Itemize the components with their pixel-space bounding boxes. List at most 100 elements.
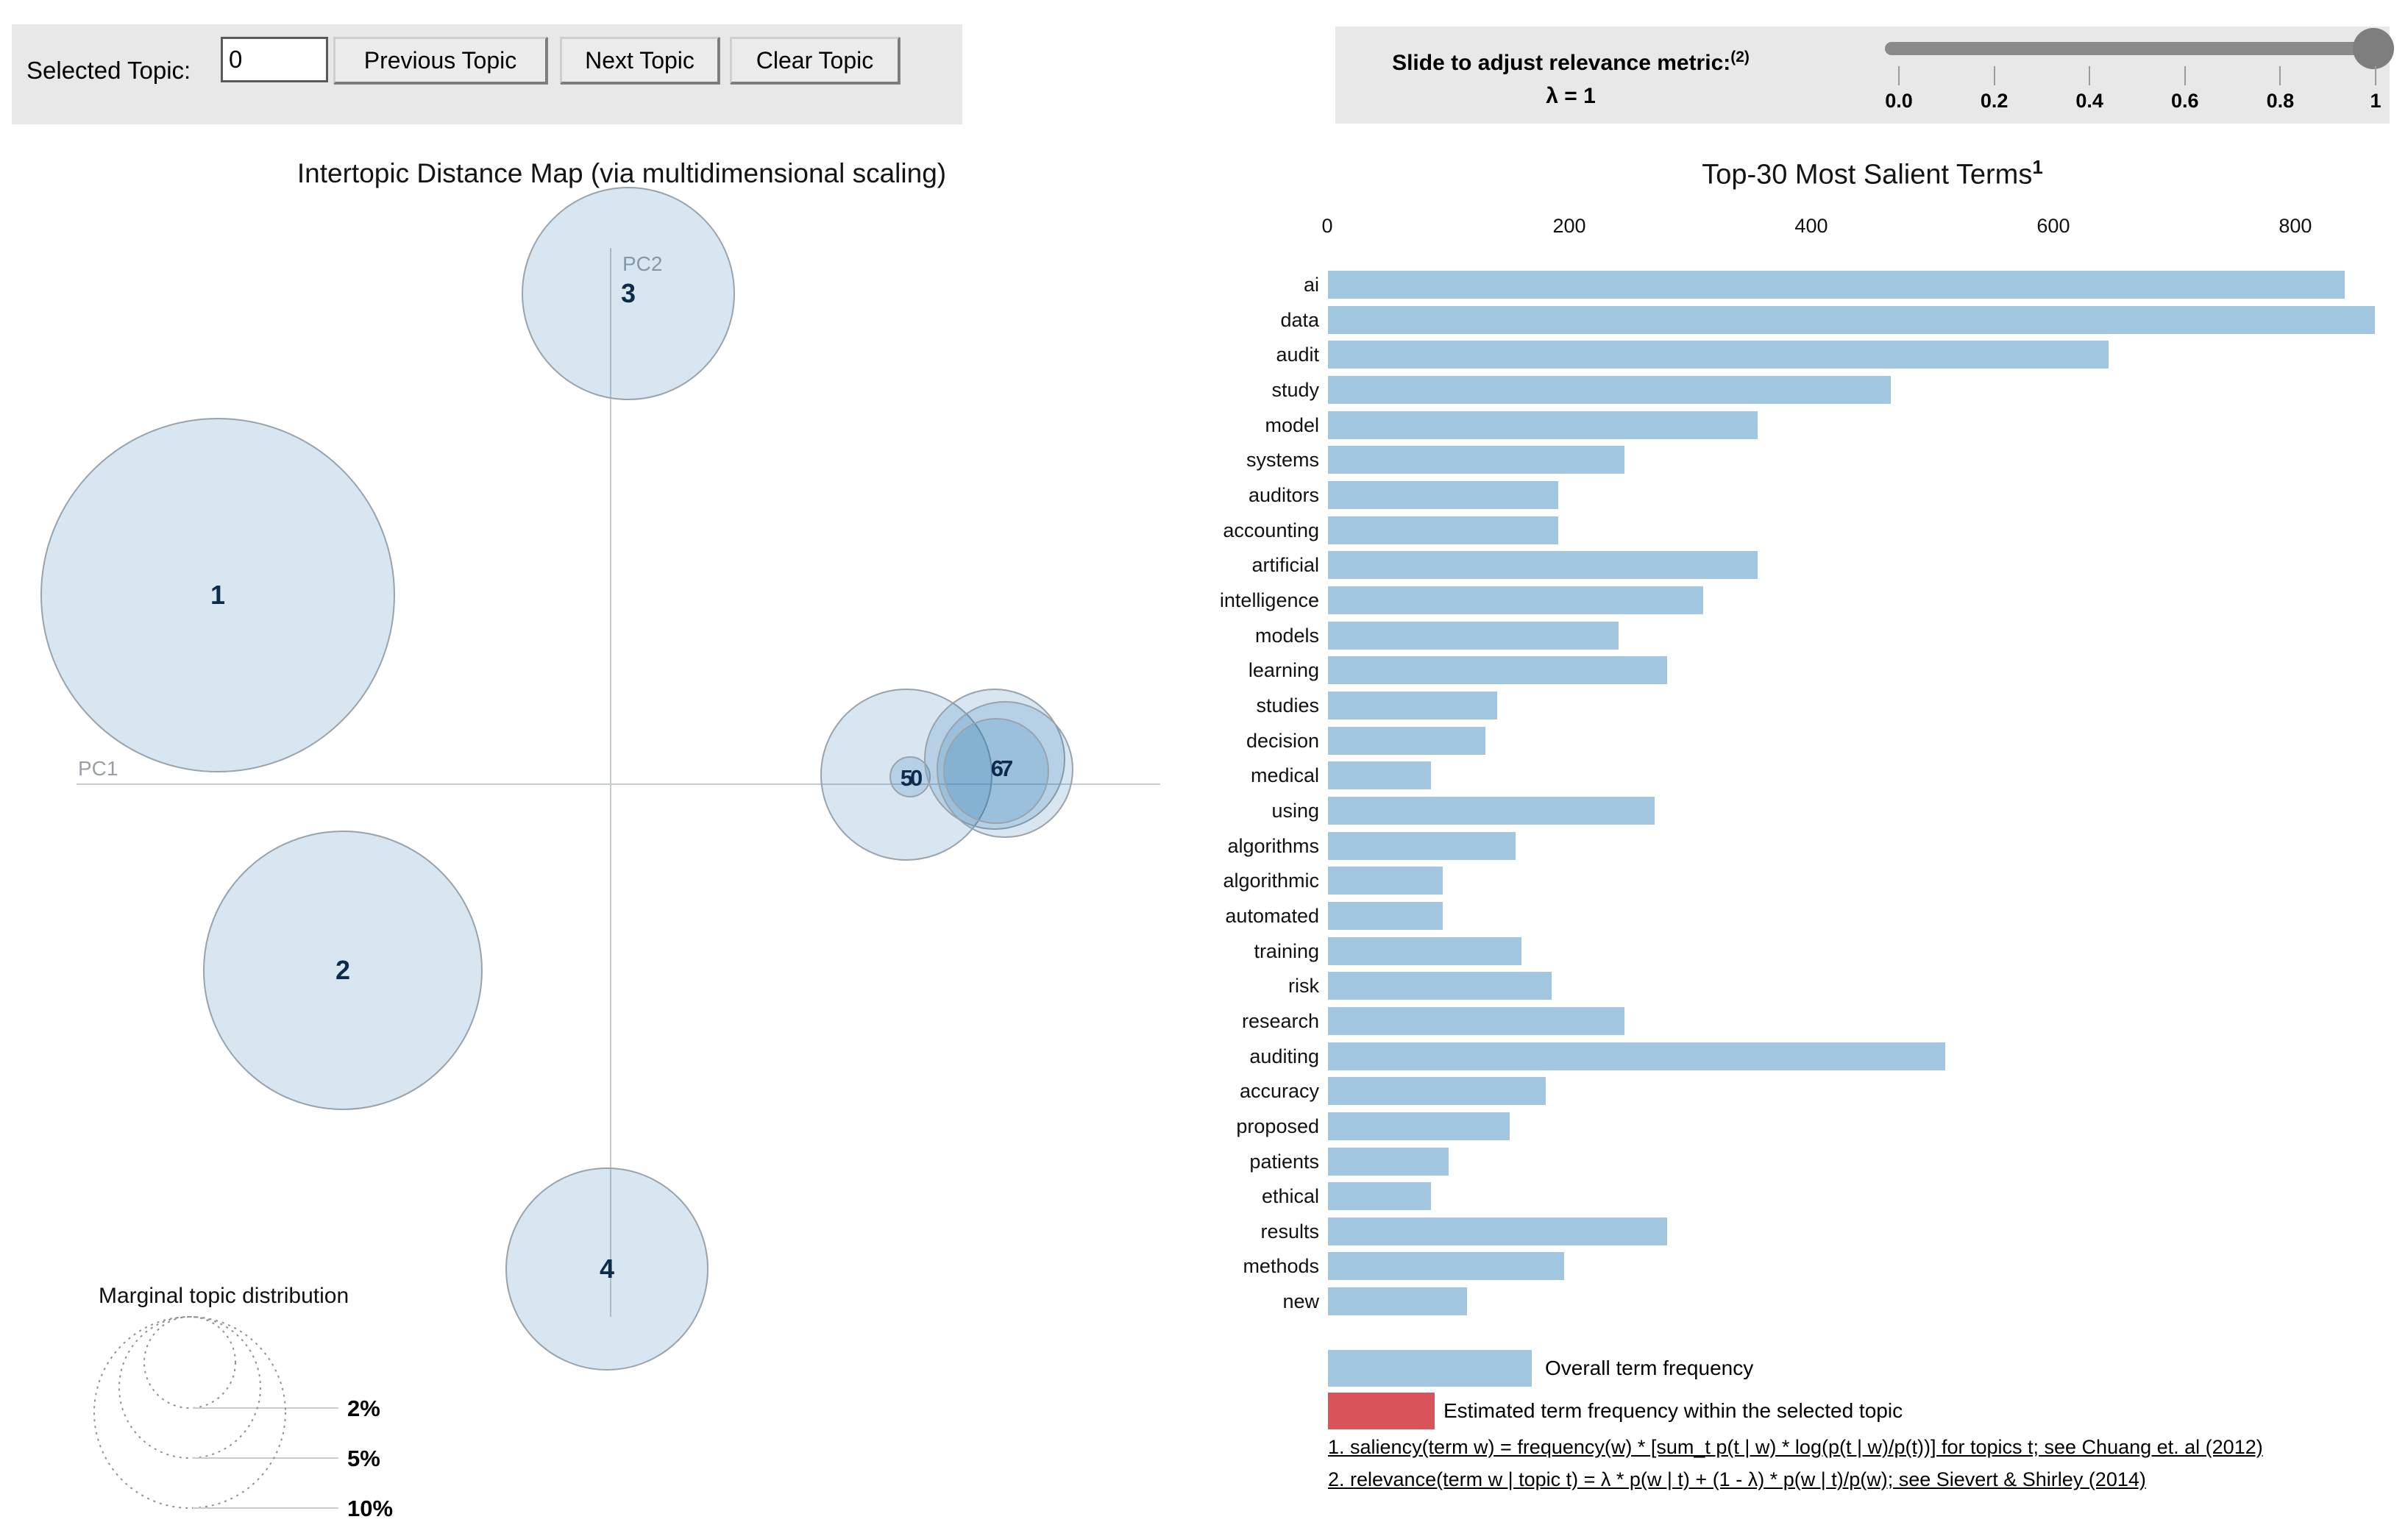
relevance-slider-label: Slide to adjust relevance metric:(2) — [1350, 49, 1791, 76]
frequency-bar[interactable] — [1328, 1006, 1624, 1035]
topic-bubble[interactable] — [889, 756, 931, 797]
frequency-bar[interactable] — [1328, 516, 1558, 544]
frequency-bar[interactable] — [1328, 480, 1558, 509]
frequency-bar[interactable] — [1328, 1112, 1510, 1140]
frequency-bar[interactable] — [1328, 831, 1516, 860]
term-label: ai — [1303, 274, 1319, 296]
next-topic-button[interactable]: Next Topic — [560, 37, 720, 84]
frequency-bar[interactable] — [1328, 1217, 1667, 1245]
slider-tick — [2279, 66, 2281, 85]
frequency-bar[interactable] — [1328, 410, 1758, 439]
topic-bubble[interactable] — [203, 831, 483, 1110]
topic-bubble[interactable] — [937, 701, 1073, 838]
frequency-bar[interactable] — [1328, 972, 1552, 1000]
term-label: algorithms — [1227, 834, 1319, 857]
slider-tick-label: 0.6 — [2171, 90, 2199, 112]
frequency-bar[interactable] — [1328, 1147, 1449, 1176]
term-label: new — [1282, 1290, 1319, 1313]
intertopic-map-title: Intertopic Distance Map (via multidimens… — [296, 158, 947, 188]
term-label: accounting — [1223, 519, 1319, 541]
frequency-bar[interactable] — [1328, 1287, 1468, 1316]
frequency-bar[interactable] — [1328, 586, 1703, 614]
topic-controls-panel: Selected Topic: Previous Topic Next Topi… — [12, 24, 962, 124]
slider-tick — [1993, 66, 1995, 85]
slider-tick-label: 0.2 — [1980, 90, 2009, 112]
term-label: artificial — [1251, 554, 1319, 577]
term-label: algorithmic — [1223, 870, 1319, 892]
term-label: intelligence — [1219, 589, 1319, 611]
frequency-bar[interactable] — [1328, 375, 1891, 404]
frequency-bar[interactable] — [1328, 867, 1443, 895]
frequency-bar[interactable] — [1328, 901, 1443, 930]
bar-chart-footnote-ref: 1 — [2032, 156, 2043, 178]
term-label: risk — [1288, 975, 1319, 998]
topic-bubble[interactable] — [943, 718, 1049, 824]
axis-tick-label: 600 — [2036, 215, 2070, 237]
legend-circle — [118, 1316, 261, 1459]
legend-circle — [143, 1316, 236, 1409]
axis-tick-label: 800 — [2279, 215, 2312, 237]
axis-tick-label: 400 — [1794, 215, 1828, 237]
intertopic-map: PC2 PC1 1 2 3 4 50 67 2% 5% 10% — [40, 187, 1160, 1521]
frequency-bar[interactable] — [1328, 271, 2345, 299]
relevance-slider-footnote-ref: (2) — [1730, 49, 1750, 65]
overall-frequency-swatch — [1328, 1350, 1532, 1387]
slider-tick — [2089, 66, 2091, 85]
clear-topic-button[interactable]: Clear Topic — [730, 37, 900, 84]
frequency-bar[interactable] — [1328, 796, 1655, 825]
legend-size-label: 10% — [347, 1496, 393, 1521]
term-label: model — [1265, 413, 1319, 436]
topic-bubble[interactable] — [505, 1167, 708, 1371]
frequency-bar[interactable] — [1328, 656, 1667, 685]
slider-tick-label: 0.0 — [1885, 90, 1913, 112]
term-label: auditors — [1248, 483, 1319, 506]
topic-bubble[interactable] — [40, 418, 395, 772]
relevance-slider-track[interactable] — [1885, 42, 2384, 55]
frequency-bar[interactable] — [1328, 341, 2109, 369]
slider-tick — [1898, 66, 1900, 85]
frequency-bar[interactable] — [1328, 621, 1619, 650]
term-label: automated — [1225, 904, 1319, 927]
term-label: proposed — [1236, 1115, 1319, 1137]
relevance-slider-handle[interactable] — [2353, 28, 2394, 69]
term-label: training — [1254, 939, 1319, 962]
overall-frequency-label: Overall term frequency — [1545, 1357, 1754, 1379]
frequency-bar[interactable] — [1328, 305, 2375, 334]
frequency-bar[interactable] — [1328, 1042, 1945, 1070]
selected-topic-input[interactable] — [221, 37, 328, 82]
term-label: decision — [1246, 729, 1319, 752]
term-label: using — [1271, 799, 1319, 822]
previous-topic-button[interactable]: Previous Topic — [333, 37, 547, 84]
frequency-bar[interactable] — [1328, 726, 1485, 755]
frequency-bar[interactable] — [1328, 1077, 1546, 1106]
topic-bubble[interactable] — [924, 689, 1065, 830]
slider-tick-label: 0.8 — [2266, 90, 2295, 112]
slider-tick — [2184, 66, 2186, 85]
term-label: learning — [1248, 659, 1319, 682]
legend-size-label: 2% — [347, 1396, 380, 1421]
topic-bubble-label: 2 — [335, 955, 350, 985]
frequency-bar[interactable] — [1328, 936, 1522, 965]
selected-topic-label: Selected Topic: — [26, 57, 191, 84]
topic-bubble-label: 67 — [991, 756, 1012, 781]
topic-bubble[interactable] — [522, 187, 735, 400]
bar-chart-title: Top-30 Most Salient Terms1 — [1578, 156, 2167, 191]
term-label: auditing — [1249, 1045, 1319, 1067]
axis-tick-label: 0 — [1321, 215, 1333, 237]
topic-bubble-label: 50 — [901, 765, 922, 791]
frequency-bar[interactable] — [1328, 446, 1624, 474]
footnote-relevance: 2. relevance(term w | topic t) = λ * p(w… — [1328, 1468, 2146, 1490]
frequency-bar[interactable] — [1328, 1182, 1431, 1211]
frequency-bar[interactable] — [1328, 761, 1431, 790]
topic-bubble-label: 3 — [621, 278, 636, 308]
pc1-axis-label: PC1 — [78, 757, 118, 780]
frequency-bar[interactable] — [1328, 1252, 1564, 1281]
frequency-bar[interactable] — [1328, 551, 1758, 580]
topic-bubble-label: 1 — [210, 580, 225, 610]
selected-frequency-swatch — [1328, 1393, 1435, 1429]
slider-tick-label: 1 — [2370, 90, 2382, 112]
frequency-bar[interactable] — [1328, 691, 1498, 719]
term-label: audit — [1276, 344, 1319, 366]
legend-size-label: 5% — [347, 1446, 380, 1471]
term-label: results — [1260, 1220, 1319, 1243]
